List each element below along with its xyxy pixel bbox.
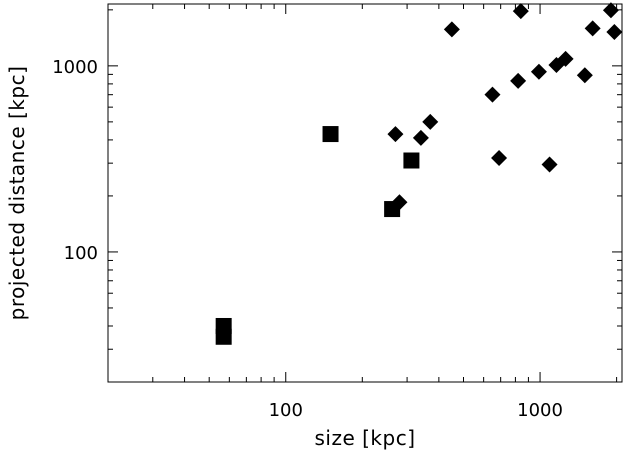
diamond-marker <box>584 20 601 37</box>
data-markers <box>215 2 623 345</box>
y-axis-label: projected distance [kpc] <box>5 66 29 321</box>
diamond-marker <box>557 50 574 67</box>
axis-ticks <box>107 4 622 383</box>
x-axis-label: size [kpc] <box>314 426 415 450</box>
diamond-marker <box>422 113 439 130</box>
x-tick-label: 100 <box>269 400 303 421</box>
diamond-marker <box>491 149 508 166</box>
y-tick-label: 1000 <box>52 57 98 78</box>
tick-labels: 100 1000 100 1000 <box>52 57 563 421</box>
diamond-marker <box>541 156 558 173</box>
x-tick-label: 1000 <box>517 400 563 421</box>
diamond-marker <box>484 86 501 103</box>
diamond-marker <box>576 67 593 84</box>
square-marker <box>322 126 339 143</box>
diamond-marker <box>510 72 527 89</box>
diamond-marker <box>548 57 565 74</box>
diamond-marker <box>602 2 619 19</box>
diamond-marker <box>387 126 404 143</box>
diamond-marker <box>530 63 547 80</box>
diamond-marker <box>412 129 429 146</box>
diamond-marker <box>443 21 460 38</box>
diamond-marker <box>606 24 623 41</box>
y-tick-label: 100 <box>64 243 98 264</box>
diamond-marker <box>512 3 529 20</box>
square-marker <box>215 328 232 345</box>
plot-frame <box>107 3 623 383</box>
diamond-marker <box>391 194 408 211</box>
square-marker <box>403 152 420 169</box>
